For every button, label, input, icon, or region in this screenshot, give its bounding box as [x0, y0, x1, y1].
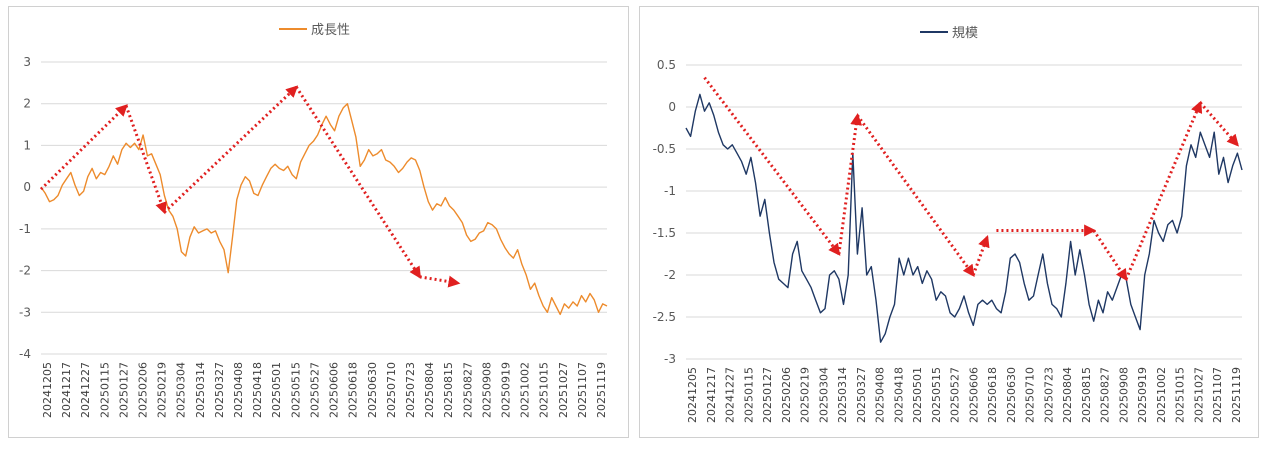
- x-tick-label: 20250527: [308, 362, 321, 418]
- x-tick-label: 20250418: [251, 362, 264, 418]
- x-tick-label: 20241227: [79, 362, 92, 418]
- x-tick-label: 20250327: [213, 362, 226, 418]
- y-tick-label: -4: [19, 347, 31, 361]
- x-tick-label: 20250827: [461, 362, 474, 418]
- y-tick-label: 0: [668, 100, 676, 114]
- chart-growth-svg: -4 -3 -2 -1 0 1 2 3 20241205 20241217 20241227 2025…: [19, 23, 608, 418]
- x-tick-label: 20250219: [156, 362, 169, 418]
- x-tick-label: 20250527: [949, 367, 962, 423]
- y-tick-label: -3: [664, 352, 676, 366]
- y-tick-label: -2.5: [653, 310, 676, 324]
- x-tick-label: 20250314: [836, 367, 849, 423]
- x-tick-label: 20250327: [855, 367, 868, 423]
- chart-growth: -4 -3 -2 -1 0 1 2 3 20241205 20241217 20241227 2025…: [8, 6, 629, 438]
- trend-arrow: [1199, 101, 1239, 147]
- y-tick-label: -2: [19, 264, 31, 278]
- x-tick-label: 20251015: [1174, 367, 1187, 423]
- y-tick-label: 2: [23, 97, 31, 111]
- x-tick-label: 20250206: [780, 367, 793, 423]
- y-tick-label: 3: [23, 55, 31, 69]
- series-line: [685, 93, 1243, 343]
- x-tick-label: 20241205: [686, 367, 699, 423]
- x-tick-label: 20250723: [1042, 367, 1055, 423]
- x-tick-label: 20250127: [117, 362, 130, 418]
- trend-arrow: [1124, 100, 1203, 280]
- chart-scale: -3 -2.5 -2 -1.5 -1 -0.5 0 0.5 20241205 20241217 20…: [639, 6, 1259, 438]
- trend-arrow: [856, 114, 975, 277]
- x-tick-label: 20250815: [1080, 367, 1093, 423]
- x-tick-label: 20250606: [328, 362, 341, 418]
- x-tick-label: 20250501: [911, 367, 924, 423]
- x-tick-label: 20251107: [1211, 367, 1224, 423]
- x-tick-label: 20250408: [232, 362, 245, 418]
- x-tick-label: 20250127: [761, 367, 774, 423]
- x-tick-label: 20251027: [1192, 367, 1205, 423]
- x-tick-label: 20250710: [1024, 367, 1037, 423]
- x-tick-label: 20241227: [724, 367, 737, 423]
- x-tick-label: 20250908: [1117, 367, 1130, 423]
- y-tick-label: -2: [664, 268, 676, 282]
- x-tick-label: 20250115: [98, 362, 111, 418]
- y-tick-label: 0: [23, 180, 31, 194]
- x-tick-label: 20250606: [967, 367, 980, 423]
- x-tick-label: 20250219: [799, 367, 812, 423]
- x-tick-label: 20250630: [366, 362, 379, 418]
- x-tick-label: 20250501: [270, 362, 283, 418]
- x-tick-label: 20250418: [892, 367, 905, 423]
- x-tick-label: 20250304: [175, 362, 188, 418]
- x-tick-label: 20250804: [1061, 367, 1074, 423]
- x-tick-label: 20250206: [137, 362, 150, 418]
- x-tick-label: 20251002: [519, 362, 532, 418]
- x-tick-label: 20250827: [1099, 367, 1112, 423]
- x-tick-label: 20250618: [986, 367, 999, 423]
- y-tick-label: 0.5: [657, 58, 676, 72]
- trend-arrow: [837, 113, 863, 255]
- x-tick-label: 20241205: [41, 362, 54, 418]
- x-tick-label: 20241217: [705, 367, 718, 423]
- y-tick-label: 1: [23, 138, 31, 152]
- chart-scale-svg: -3 -2.5 -2 -1.5 -1 -0.5 0 0.5 20241205 20241217 20…: [653, 26, 1243, 423]
- x-tick-label: 20250304: [817, 367, 830, 423]
- y-tick-label: -0.5: [653, 142, 676, 156]
- y-tick-label: -1.5: [653, 226, 676, 240]
- x-tick-label: 20241217: [60, 362, 73, 418]
- trend-arrow: [703, 76, 841, 256]
- x-tick-label: 20250815: [442, 362, 455, 418]
- x-tick-label: 20250630: [1005, 367, 1018, 423]
- legend-label: 規模: [952, 26, 978, 41]
- x-tick-label: 20250515: [930, 367, 943, 423]
- trend-arrow: [124, 105, 167, 215]
- x-tick-label: 20250723: [404, 362, 417, 418]
- trend-arrow: [295, 86, 422, 279]
- x-tick-label: 20250919: [1136, 367, 1149, 423]
- y-tick-label: -1: [664, 184, 676, 198]
- x-tick-label: 20251002: [1155, 367, 1168, 423]
- legend-label: 成長性: [311, 23, 350, 38]
- x-tick-label: 20250618: [347, 362, 360, 418]
- y-tick-label: -3: [19, 305, 31, 319]
- x-tick-label: 20250515: [289, 362, 302, 418]
- series-line: [40, 102, 608, 316]
- x-tick-label: 20250314: [194, 362, 207, 418]
- x-tick-label: 20251119: [1230, 367, 1243, 423]
- y-tick-label: -1: [19, 222, 31, 236]
- x-tick-label: 20251027: [557, 362, 570, 418]
- x-tick-label: 20250115: [742, 367, 755, 423]
- trend-arrow: [419, 275, 461, 288]
- x-tick-label: 20250804: [423, 362, 436, 418]
- trend-arrow: [1092, 229, 1128, 282]
- x-tick-label: 20251119: [595, 362, 608, 418]
- x-tick-label: 20250919: [499, 362, 512, 418]
- x-tick-label: 20250710: [385, 362, 398, 418]
- trend-arrow: [39, 104, 128, 191]
- x-tick-label: 20251107: [576, 362, 589, 418]
- x-tick-label: 20250408: [874, 367, 887, 423]
- trend-arrow: [971, 234, 990, 276]
- x-tick-label: 20250908: [480, 362, 493, 418]
- x-tick-label: 20251015: [538, 362, 551, 418]
- trend-arrow: [163, 85, 299, 214]
